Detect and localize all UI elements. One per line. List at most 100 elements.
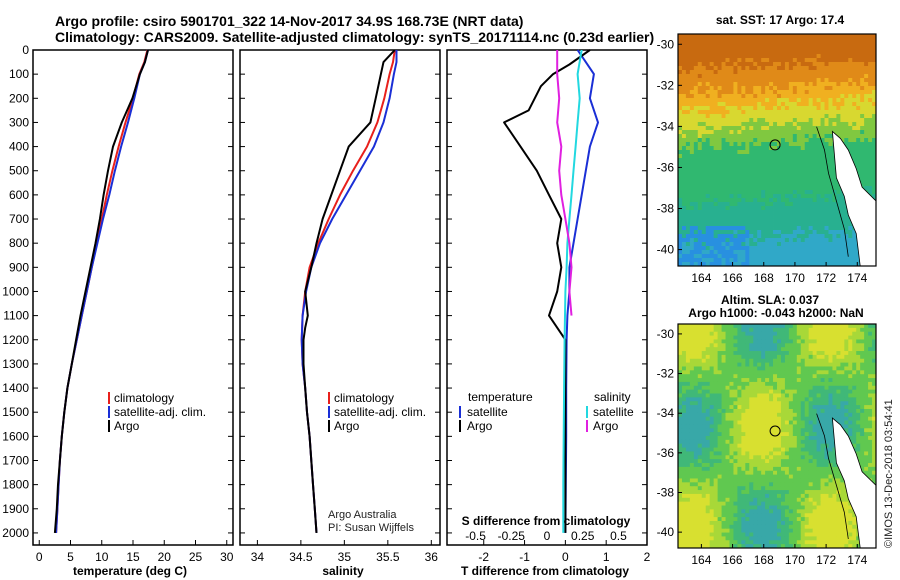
sst-heatmap-cell	[717, 70, 722, 75]
sla-heatmap-cell	[836, 381, 841, 387]
sla-heatmap-cell	[725, 447, 730, 452]
sst-heatmap-cell	[685, 86, 691, 91]
sst-heatmap-cell	[705, 122, 711, 127]
sla-heatmap-cell	[872, 362, 876, 367]
sst-heatmap-cell	[800, 102, 806, 107]
sla-heatmap-cell	[685, 463, 691, 468]
sst-heatmap-cell	[800, 66, 806, 71]
sla-heatmap-cell	[741, 335, 746, 340]
sla-heatmap-cell	[737, 378, 742, 383]
sst-heatmap-cell	[804, 38, 810, 43]
sst-heatmap-cell	[796, 242, 802, 247]
sla-heatmap-cell	[804, 362, 810, 367]
sst-heatmap-cell	[765, 182, 770, 187]
sla-heatmap-cell	[729, 362, 734, 367]
sla-heatmap-cell	[753, 354, 758, 360]
sst-heatmap-cell	[741, 174, 746, 179]
sst-heatmap-cell	[777, 126, 782, 131]
sst-heatmap-cell	[737, 46, 742, 51]
sla-heatmap-cell	[800, 324, 806, 329]
sst-heatmap-cell	[816, 134, 821, 139]
sst-heatmap-cell	[721, 222, 726, 227]
sla-heatmap-cell	[761, 463, 766, 468]
sla-heatmap-cell	[796, 339, 802, 344]
sla-heatmap-cell	[844, 370, 849, 375]
legend-label-t-argo: Argo	[467, 419, 493, 433]
sst-heatmap-cell	[725, 46, 730, 51]
sst-heatmap-cell	[816, 194, 821, 199]
sst-heatmap-cell	[820, 202, 825, 207]
sst-heatmap-cell	[765, 110, 770, 115]
sla-heatmap-cell	[697, 331, 703, 336]
sst-heatmap-cell	[697, 166, 703, 171]
sst-heatmap-cell	[689, 226, 695, 231]
sst-heatmap-cell	[697, 202, 703, 207]
sst-heatmap-cell	[709, 58, 715, 63]
sla-heatmap-cell	[678, 447, 683, 452]
sla-heatmap-cell	[848, 378, 853, 383]
sst-heatmap-cell	[705, 42, 711, 47]
sst-heatmap-cell	[800, 250, 806, 255]
sla-heatmap-cell	[693, 366, 699, 371]
sst-heatmap-cell	[872, 194, 876, 199]
sst-heatmap-cell	[800, 242, 806, 247]
sst-heatmap-cell	[804, 174, 810, 179]
sst-map-frame	[677, 33, 877, 267]
sla-heatmap-cell	[868, 339, 873, 344]
sla-heatmap-cell	[792, 393, 798, 398]
sla-heatmap-cell	[796, 463, 802, 468]
sst-heatmap-cell	[788, 50, 794, 55]
sst-heatmap-cell	[812, 226, 817, 231]
sst-heatmap-cell	[741, 62, 746, 67]
sst-heatmap-cell	[733, 82, 738, 87]
sst-heatmap-cell	[777, 238, 782, 243]
sst-heatmap-cell	[709, 222, 715, 227]
sst-heatmap-cell	[800, 130, 806, 135]
sst-heatmap-cell	[757, 230, 762, 235]
sst-heatmap-cell	[804, 226, 810, 231]
sst-heatmap-cell	[678, 146, 683, 151]
sla-heatmap-cell	[745, 397, 750, 402]
sla-heatmap-cell	[800, 436, 806, 441]
sla-heatmap-cell	[840, 416, 845, 421]
sla-heatmap-cell	[701, 370, 707, 375]
sst-heatmap-cell	[705, 226, 711, 231]
sla-heatmap-cell	[784, 405, 790, 410]
sla-heatmap-cell	[741, 393, 746, 398]
sst-heatmap-cell	[820, 94, 825, 99]
sst-heatmap-cell	[678, 138, 683, 143]
sst-heatmap-cell	[800, 122, 806, 127]
sst-heatmap-cell	[737, 118, 742, 123]
sst-heatmap-cell	[804, 150, 810, 155]
sst-heatmap-cell	[784, 42, 790, 47]
sla-heatmap-cell	[701, 428, 707, 433]
sla-heatmap-cell	[860, 405, 865, 410]
sst-heatmap-cell	[765, 106, 770, 111]
sst-heatmap-cell	[784, 242, 790, 247]
sla-heatmap-cell	[678, 327, 683, 333]
sst-heatmap-cell	[745, 126, 750, 131]
sst-heatmap-cell	[713, 102, 718, 107]
sla-heatmap-cell	[769, 354, 774, 360]
depth-tick-label: 700	[9, 212, 29, 226]
sst-heatmap-cell	[681, 90, 687, 95]
sla-heatmap-cell	[765, 455, 770, 460]
sst-heatmap-cell	[725, 230, 730, 235]
sla-heatmap-cell	[820, 354, 825, 360]
sst-lat-tick-label: -40	[657, 243, 675, 257]
legend-mark-climatology	[108, 392, 110, 404]
sst-heatmap-cell	[765, 222, 770, 227]
sst-heatmap-cell	[800, 150, 806, 155]
sst-heatmap-cell	[685, 166, 691, 171]
sla-heatmap-cell	[765, 327, 770, 333]
sst-heatmap-cell	[685, 110, 691, 115]
sst-heatmap-cell	[733, 258, 738, 263]
sla-heatmap-cell	[812, 436, 817, 441]
sla-heatmap-cell	[800, 381, 806, 387]
sst-heatmap-cell	[784, 70, 790, 75]
sla-heatmap-cell	[737, 351, 742, 356]
sst-heatmap-cell	[828, 166, 833, 171]
sst-heatmap-cell	[721, 262, 726, 266]
sla-heatmap-cell	[804, 443, 810, 448]
sla-heatmap-cell	[840, 366, 845, 371]
